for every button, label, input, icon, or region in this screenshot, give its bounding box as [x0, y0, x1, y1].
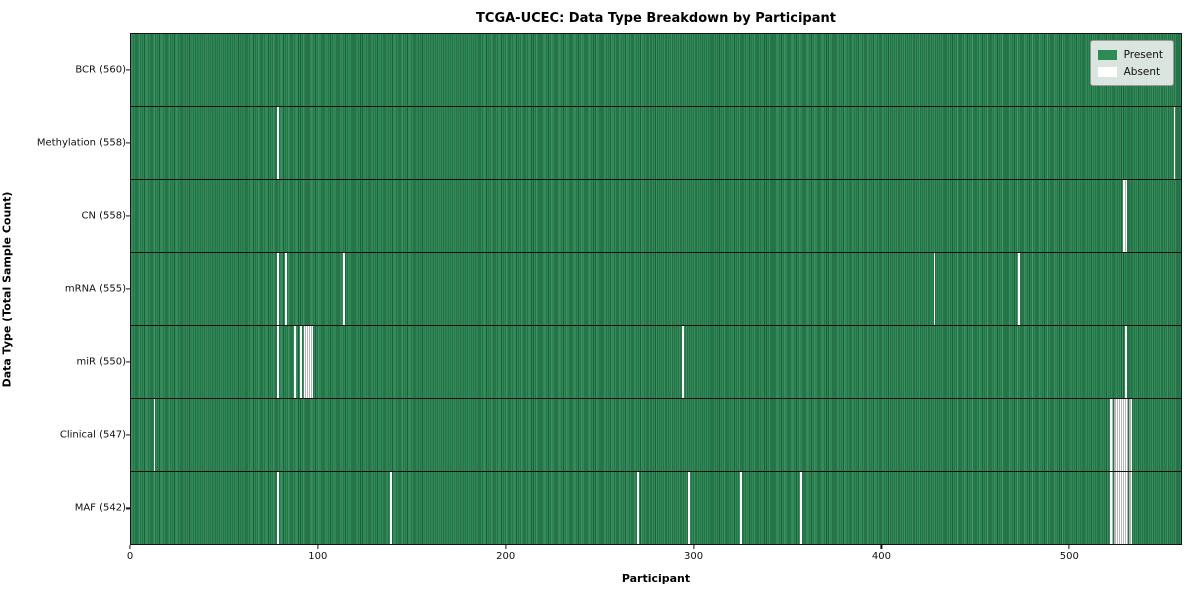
absent-stripe	[277, 326, 280, 398]
absent-stripe	[1128, 399, 1131, 471]
heatmap-row-CN	[131, 179, 1181, 252]
absent-stripe	[1124, 180, 1127, 252]
present-swatch-icon	[1097, 49, 1117, 60]
absent-stripe	[1115, 472, 1118, 544]
absent-stripe	[303, 326, 306, 398]
heatmap-row-Methylation	[131, 106, 1181, 179]
absent-stripe	[1124, 326, 1127, 398]
y-tick-mark	[126, 507, 130, 510]
absent-stripe	[1130, 399, 1133, 471]
absent-stripe	[1119, 399, 1121, 471]
legend-item-absent: Absent	[1097, 63, 1163, 80]
heatmap-row-BCR	[131, 34, 1181, 106]
x-tick-mark	[129, 545, 131, 549]
x-tick-mark	[1068, 545, 1070, 549]
y-tick-mark	[126, 142, 130, 144]
x-tick-mark	[505, 545, 507, 549]
absent-stripe	[1121, 472, 1123, 544]
heatmap-row-miR	[131, 325, 1181, 398]
heatmap-row-mRNA	[131, 252, 1181, 325]
absent-stripe	[687, 472, 690, 544]
y-tick-mark	[126, 215, 130, 217]
absent-stripe	[305, 326, 308, 398]
absent-stripe	[1130, 472, 1133, 544]
x-tick-label-0: 0	[126, 551, 134, 562]
absent-stripe	[1113, 472, 1116, 544]
absent-stripe	[277, 107, 280, 179]
absent-stripe	[277, 472, 280, 544]
x-axis-label: Participant	[621, 572, 691, 585]
absent-stripe	[1109, 472, 1112, 544]
x-tick-label-300: 300	[684, 551, 704, 562]
heatmap-row-Clinical	[131, 398, 1181, 471]
x-tick-mark	[692, 545, 695, 549]
y-tick-label-CN: CN (558)	[81, 210, 126, 222]
absent-stripe	[1173, 107, 1176, 179]
legend-label-absent: Absent	[1123, 65, 1161, 78]
y-tick-mark	[126, 434, 130, 436]
absent-stripe	[153, 399, 156, 471]
absent-stripe	[1109, 399, 1112, 471]
legend-item-present: Present	[1097, 46, 1163, 63]
y-tick-label-miR: miR (550)	[76, 356, 126, 368]
absent-stripe	[307, 326, 310, 398]
x-tick-label-500: 500	[1059, 551, 1079, 562]
absent-stripe	[1126, 399, 1129, 471]
x-tick-mark	[317, 545, 319, 549]
absent-stripe	[1017, 253, 1020, 325]
x-tick-label-400: 400	[871, 551, 891, 562]
y-tick-label-Clinical: Clinical (547)	[59, 429, 126, 441]
absent-stripe	[299, 326, 302, 398]
y-tick-label-BCR: BCR (560)	[75, 64, 126, 76]
absent-stripe	[740, 472, 743, 544]
y-tick-mark	[126, 361, 130, 363]
absent-stripe	[311, 326, 313, 398]
absent-stripe	[1113, 399, 1116, 471]
absent-stripe	[1111, 472, 1114, 544]
absent-stripe	[1117, 472, 1120, 544]
absent-stripe	[342, 253, 345, 325]
absent-stripe	[1124, 472, 1127, 544]
absent-stripe	[933, 253, 936, 325]
absent-stripe	[1115, 399, 1118, 471]
legend-label-present: Present	[1123, 48, 1163, 61]
y-tick-mark	[126, 288, 130, 290]
absent-stripe	[1122, 399, 1125, 471]
absent-stripe	[284, 253, 287, 325]
absent-swatch-icon	[1097, 66, 1117, 77]
absent-stripe	[1122, 180, 1125, 252]
absent-stripe	[1121, 399, 1123, 471]
absent-stripe	[637, 472, 640, 544]
absent-stripe	[294, 326, 296, 398]
y-tick-label-MAF: MAF (542)	[74, 502, 126, 514]
absent-stripe	[309, 326, 311, 398]
absent-stripe	[800, 472, 803, 544]
x-tick-mark	[880, 545, 883, 549]
absent-stripe	[1122, 472, 1125, 544]
heatmap-row-MAF	[131, 471, 1181, 544]
x-tick-label-200: 200	[496, 551, 516, 562]
absent-stripe	[682, 326, 685, 398]
absent-stripe	[1124, 399, 1127, 471]
absent-stripe	[1111, 399, 1114, 471]
y-tick-label-Methylation: Methylation (558)	[36, 137, 126, 149]
heatmap-plot-area	[130, 33, 1182, 545]
chart-title: TCGA-UCEC: Data Type Breakdown by Partic…	[476, 11, 836, 26]
absent-stripe	[1117, 399, 1120, 471]
absent-stripe	[389, 472, 392, 544]
y-tick-mark	[126, 68, 130, 71]
y-tick-label-mRNA: mRNA (555)	[64, 283, 126, 295]
y-axis-label: Data Type (Total Sample Count)	[0, 191, 14, 388]
absent-stripe	[277, 253, 280, 325]
x-tick-label-100: 100	[308, 551, 328, 562]
absent-stripe	[1126, 472, 1129, 544]
absent-stripe	[1119, 472, 1121, 544]
absent-stripe	[1128, 472, 1131, 544]
legend: Present Absent	[1089, 40, 1174, 86]
